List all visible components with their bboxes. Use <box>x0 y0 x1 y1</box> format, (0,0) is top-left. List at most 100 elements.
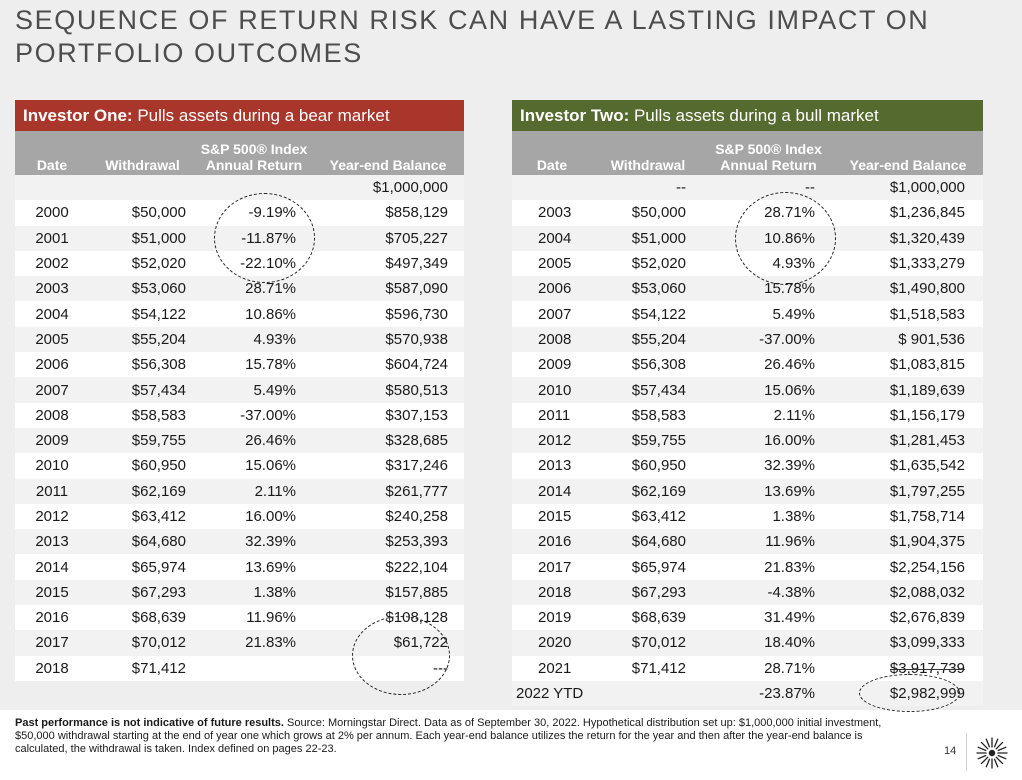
column-header-return: S&P 500® Index Annual Return <box>196 131 312 175</box>
balance-cell: $3,099,333 <box>833 630 983 656</box>
balance-cell: $2,982,999 <box>833 680 983 707</box>
withdrawal-cell: $64,680 <box>89 529 196 555</box>
withdrawal-cell <box>89 175 196 201</box>
return-cell: 1.38% <box>704 503 833 530</box>
date-cell: 2018 <box>15 655 89 681</box>
withdrawal-cell: $56,308 <box>89 352 196 378</box>
date-cell: 2005 <box>15 326 89 353</box>
return-cell: 2.11% <box>704 402 833 428</box>
withdrawal-cell: $52,020 <box>592 250 704 277</box>
table-row: 2013 $60,950 32.39% $1,635,542 <box>512 453 983 479</box>
table-row: 2007 $54,122 5.49% $1,518,583 <box>512 301 983 327</box>
balance-cell: $1,490,800 <box>833 276 983 302</box>
return-cell: 4.93% <box>704 250 833 277</box>
withdrawal-cell: $71,412 <box>89 655 196 681</box>
footnote: Past performance is not indicative of fu… <box>15 717 895 756</box>
balance-cell: $1,000,000 <box>833 175 983 201</box>
return-cell: 26.46% <box>196 427 312 454</box>
withdrawal-cell: $58,583 <box>89 402 196 428</box>
table-row: 2004 $51,000 10.86% $1,320,439 <box>512 225 983 251</box>
withdrawal-cell: $64,680 <box>592 529 704 555</box>
withdrawal-cell: $70,012 <box>592 630 704 656</box>
table-row: 2008 $55,204 -37.00% $ 901,536 <box>512 326 983 353</box>
table-row: 2005 $55,204 4.93% $570,938 <box>15 326 464 353</box>
return-cell: 21.83% <box>196 630 312 656</box>
date-cell: 2013 <box>512 453 592 479</box>
return-cell: 32.39% <box>196 529 312 555</box>
balance-cell: $328,685 <box>312 427 464 454</box>
date-cell: 2016 <box>512 529 592 555</box>
balance-cell: $2,676,839 <box>833 605 983 631</box>
column-header-date: Date <box>15 131 89 175</box>
return-cell: 13.69% <box>704 478 833 504</box>
table-row: 2021 $71,412 28.71% $3,917,739 <box>512 655 983 681</box>
return-cell <box>196 175 312 201</box>
date-cell: 2017 <box>512 554 592 580</box>
table-row: 2005 $52,020 4.93% $1,333,279 <box>512 250 983 277</box>
investor-one-table-header-row: Date Withdrawal S&P 500® Index Annual Re… <box>15 131 464 175</box>
withdrawal-cell: $57,434 <box>592 377 704 403</box>
table-row: 2014 $65,974 13.69% $222,104 <box>15 554 464 580</box>
date-cell: 2018 <box>512 579 592 606</box>
column-header-withdrawal: Withdrawal <box>592 131 704 175</box>
investor-two-table: Date Withdrawal S&P 500® Index Annual Re… <box>512 131 983 707</box>
date-cell: 2000 <box>15 200 89 226</box>
table-row: 2009 $56,308 26.46% $1,083,815 <box>512 352 983 378</box>
page-title: SEQUENCE OF RETURN RISK CAN HAVE A LASTI… <box>15 5 930 68</box>
strikethrough-balance: $3,917,739 <box>889 659 965 677</box>
date-cell <box>15 175 89 201</box>
table-row: 2002 $52,020 -22.10% $497,349 <box>15 250 464 277</box>
table-row: 2015 $67,293 1.38% $157,885 <box>15 579 464 606</box>
withdrawal-cell: $51,000 <box>592 225 704 251</box>
date-cell: 2017 <box>15 630 89 656</box>
table-row: 2011 $58,583 2.11% $1,156,179 <box>512 402 983 428</box>
balance-cell: $1,236,845 <box>833 200 983 226</box>
table-row: 2000 $50,000 -9.19% $858,129 <box>15 200 464 226</box>
withdrawal-cell: $57,434 <box>89 377 196 403</box>
balance-cell: $1,758,714 <box>833 503 983 530</box>
column-header-withdrawal: Withdrawal <box>89 131 196 175</box>
page-number: 14 <box>944 745 957 757</box>
date-cell <box>512 175 592 201</box>
balance-cell: $ 901,536 <box>833 326 983 353</box>
withdrawal-cell: $55,204 <box>89 326 196 353</box>
date-cell: 2019 <box>512 605 592 631</box>
date-cell: 2002 <box>15 250 89 277</box>
withdrawal-cell: $65,974 <box>89 554 196 580</box>
withdrawal-cell: $55,204 <box>592 326 704 353</box>
investor-two-table-header-row: Date Withdrawal S&P 500® Index Annual Re… <box>512 131 983 175</box>
logo-divider <box>966 733 967 771</box>
date-cell: 2009 <box>15 427 89 454</box>
table-row: 2008 $58,583 -37.00% $307,153 <box>15 402 464 428</box>
table-row: 2012 $63,412 16.00% $240,258 <box>15 503 464 530</box>
date-cell: 2008 <box>512 326 592 353</box>
return-cell: 15.06% <box>196 453 312 479</box>
return-cell: 11.96% <box>196 605 312 631</box>
balance-cell: $858,129 <box>312 200 464 226</box>
withdrawal-cell: $63,412 <box>592 503 704 530</box>
balance-cell: $497,349 <box>312 250 464 277</box>
footnote-bold: Past performance is not indicative of fu… <box>15 717 284 729</box>
date-cell: 2009 <box>512 352 592 378</box>
withdrawal-cell: $53,060 <box>89 276 196 302</box>
withdrawal-cell: $58,583 <box>592 402 704 428</box>
balance-cell: $2,254,156 <box>833 554 983 580</box>
balance-cell: $307,153 <box>312 402 464 428</box>
date-cell: 2001 <box>15 225 89 251</box>
balance-cell: $3,917,739 <box>833 655 983 681</box>
column-header-date: Date <box>512 131 592 175</box>
return-cell: 4.93% <box>196 326 312 353</box>
date-cell: 2021 <box>512 655 592 681</box>
table-row: 2013 $64,680 32.39% $253,393 <box>15 529 464 555</box>
balance-cell: $604,724 <box>312 352 464 378</box>
return-cell: 10.86% <box>704 225 833 251</box>
withdrawal-cell: $68,639 <box>89 605 196 631</box>
date-cell: 2006 <box>15 352 89 378</box>
date-cell: 2014 <box>512 478 592 504</box>
balance-cell: $157,885 <box>312 579 464 606</box>
withdrawal-cell: $68,639 <box>592 605 704 631</box>
return-cell: 15.06% <box>704 377 833 403</box>
balance-cell: $570,938 <box>312 326 464 353</box>
title-band <box>0 0 1022 82</box>
investor-two-table-body: -- -- $1,000,000 2003 $50,000 28.71% $1,236,84… <box>512 175 983 707</box>
